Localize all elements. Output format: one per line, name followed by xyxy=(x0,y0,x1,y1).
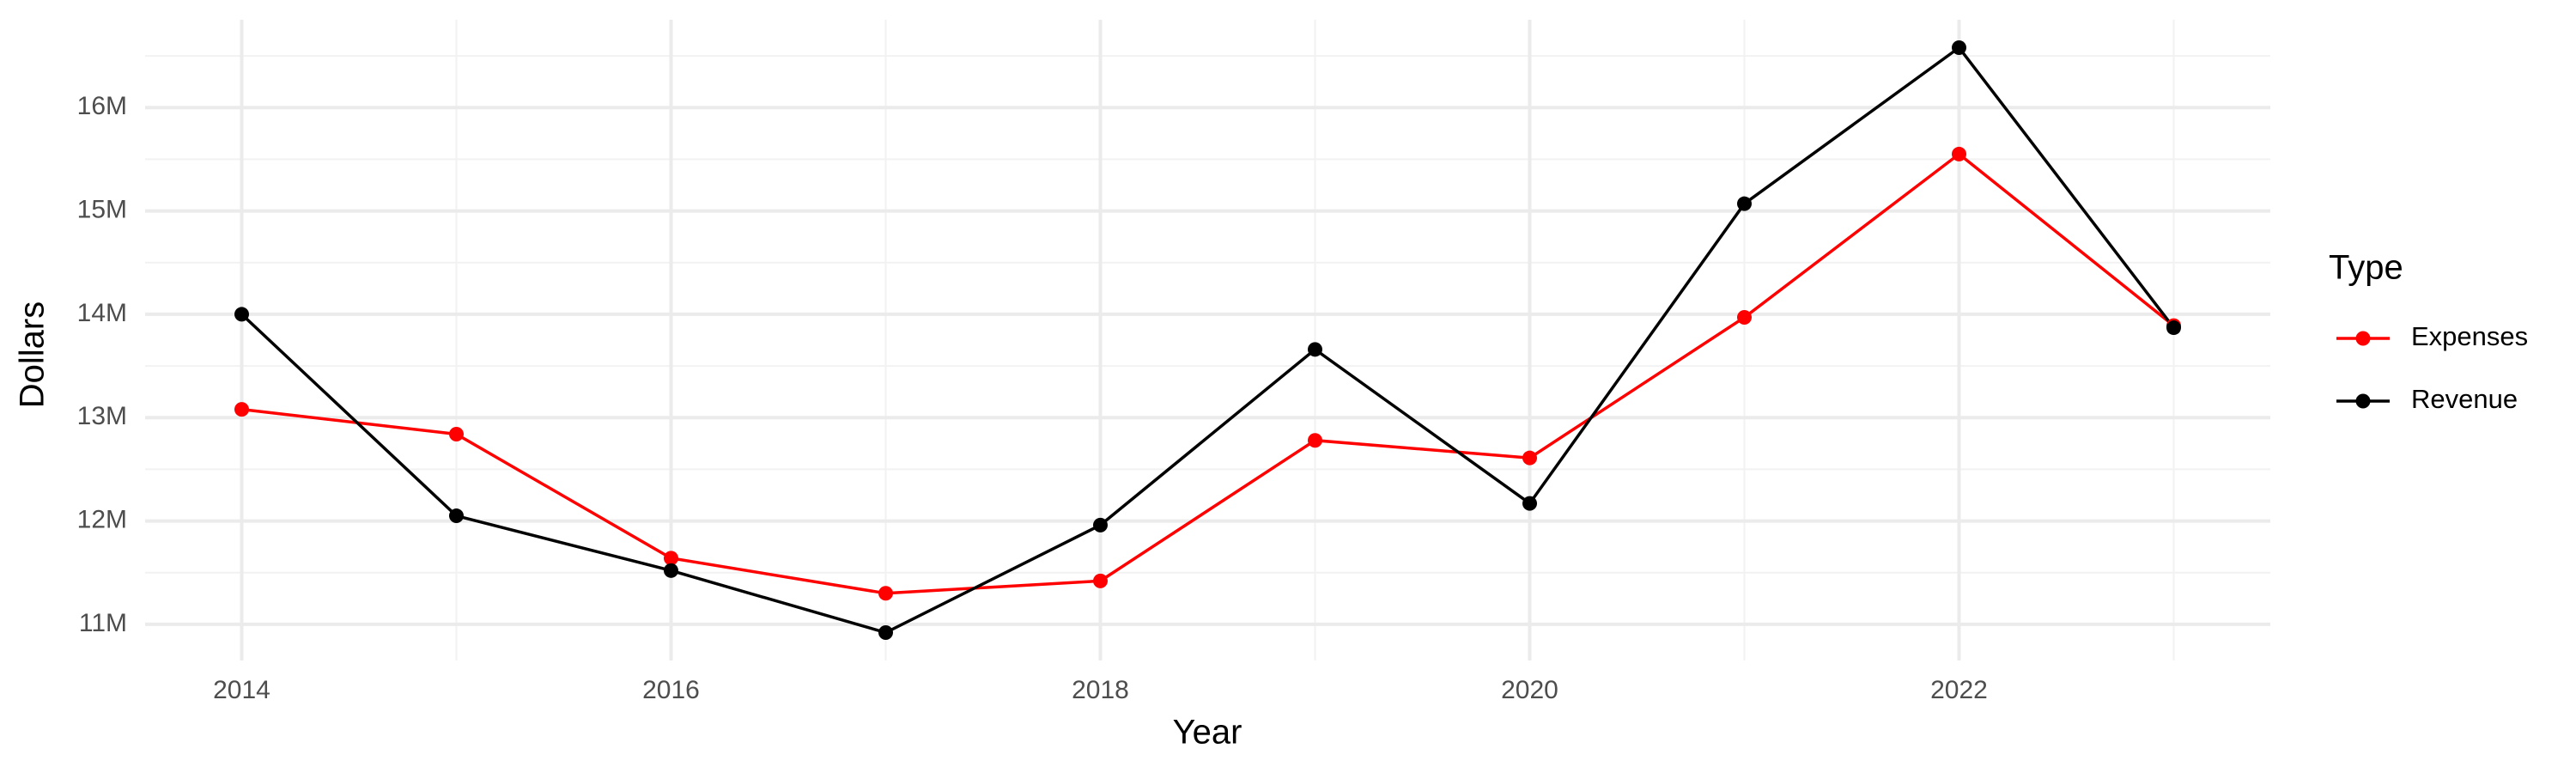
x-tick-label: 2018 xyxy=(1072,676,1129,704)
data-point xyxy=(1093,573,1108,588)
y-tick-label: 12M xyxy=(77,505,127,533)
series-line xyxy=(241,152,2175,595)
data-point xyxy=(878,625,893,641)
legend-item: Revenue xyxy=(2336,384,2518,414)
data-point xyxy=(1522,450,1537,466)
legend-title: Type xyxy=(2329,249,2403,287)
data-point xyxy=(449,426,464,441)
data-point xyxy=(1952,40,1966,55)
x-tick-label: 2016 xyxy=(642,676,700,704)
y-tick-label: 16M xyxy=(77,92,127,120)
y-tick-label: 13M xyxy=(77,402,127,430)
y-tick-label: 11M xyxy=(79,609,127,637)
data-point xyxy=(1308,433,1322,448)
y-tick-label: 15M xyxy=(77,196,127,224)
data-point xyxy=(664,551,678,566)
data-point xyxy=(1952,146,1966,161)
data-point xyxy=(1737,196,1752,211)
data-point xyxy=(664,563,678,578)
series-line xyxy=(240,46,2175,635)
x-tick-label: 2014 xyxy=(213,676,270,704)
legend-label: Revenue xyxy=(2411,384,2518,414)
data-point xyxy=(2166,320,2181,336)
legend-point xyxy=(2355,331,2371,346)
data-point xyxy=(234,402,249,417)
grid xyxy=(145,20,2270,660)
x-axis-title: Year xyxy=(1173,714,1242,752)
legend-point xyxy=(2355,393,2371,409)
x-tick-label: 2020 xyxy=(1501,676,1558,704)
legend-label: Expenses xyxy=(2411,321,2528,351)
y-axis-title: Dollars xyxy=(14,301,52,408)
y-tick-label: 14M xyxy=(77,299,127,327)
legend-item: Expenses xyxy=(2336,321,2528,351)
data-point xyxy=(1522,496,1537,511)
data-point xyxy=(1308,342,1322,357)
data-point xyxy=(449,508,464,524)
x-tick-label: 2022 xyxy=(1930,676,1988,704)
data-point xyxy=(234,307,249,322)
data-point xyxy=(1093,517,1108,533)
data-point xyxy=(878,586,893,601)
data-point xyxy=(1737,310,1752,326)
